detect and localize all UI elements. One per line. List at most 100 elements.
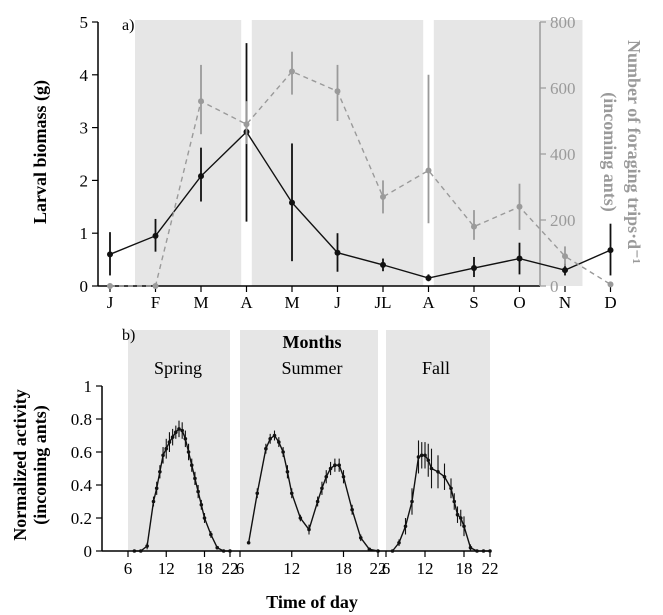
data-point-a-0 [198, 173, 204, 180]
data-point-b-2 [397, 540, 401, 545]
data-point-b-0 [193, 476, 197, 481]
data-point-a-0 [471, 265, 477, 272]
data-point-a-0 [607, 247, 614, 254]
data-point-b-0 [180, 428, 184, 433]
x-tick-label-a: A [240, 293, 253, 312]
x-tick-label-a: N [559, 293, 571, 312]
data-point-b-2 [416, 455, 421, 459]
data-point-b-1 [264, 446, 268, 451]
season-band-b [240, 330, 378, 551]
data-point-b-2 [426, 458, 431, 463]
data-point-a-1 [380, 193, 386, 200]
data-point-a-0 [152, 232, 159, 239]
activity-line-2 [391, 454, 490, 552]
data-point-b-0 [132, 549, 137, 553]
y-axis-label-a: Larval biomass (g) [30, 80, 51, 224]
x-tick-label-b: 18 [335, 559, 352, 578]
x-tick-label-b: 18 [196, 559, 213, 578]
data-point-b-0 [138, 549, 143, 553]
data-point-a-0 [516, 255, 523, 262]
y-axis-label-b-line2: (incoming ants) [30, 405, 51, 525]
data-point-b-1 [277, 440, 281, 444]
panel-b-plot: 00.20.40.60.816 12 18 226 12 18 226 12 18 22 [71, 330, 499, 578]
y-tick-label-b: 0.6 [71, 443, 92, 462]
data-point-b-0 [167, 440, 172, 444]
y-tick-label-a: 4 [80, 66, 89, 85]
data-point-b-1 [341, 474, 346, 479]
data-point-b-1 [298, 516, 303, 520]
data-point-b-2 [452, 499, 457, 504]
data-point-b-1 [358, 536, 363, 540]
y-tick-label-b: 0.8 [71, 410, 92, 429]
data-point-b-1 [272, 433, 277, 438]
x-tick-label-b: 6 [382, 559, 391, 578]
data-point-b-1 [328, 466, 333, 471]
data-point-a-1 [562, 253, 568, 260]
data-point-b-0 [170, 435, 175, 439]
data-point-b-0 [145, 544, 149, 548]
data-point-a-0 [289, 199, 295, 206]
x-tick-label-a: M [193, 293, 208, 312]
data-point-b-2 [419, 453, 424, 458]
y-tick-label-a: 2 [80, 171, 89, 190]
panel-a-plot: 0 1 2 3 4 5 0 200 400 600 800 J F M A M J JL A S O N D [80, 13, 617, 312]
x-tick-label-b: 22 [222, 559, 239, 578]
data-point-b-0 [164, 446, 169, 451]
y2-tick-label-a: 600 [550, 79, 576, 98]
x-tick-label-a: A [422, 293, 435, 312]
data-point-b-1 [367, 547, 372, 552]
x-tick-label-a: M [284, 293, 299, 312]
data-point-b-2 [403, 524, 408, 529]
x-tick-label-b: 18 [456, 559, 473, 578]
activity-line-1 [247, 434, 379, 552]
x-tick-label-a: JL [375, 293, 392, 312]
data-point-b-1 [333, 463, 337, 468]
x-tick-label-a: D [604, 293, 616, 312]
data-point-b-1 [307, 527, 311, 532]
data-point-b-1 [268, 437, 272, 441]
data-point-b-0 [215, 545, 220, 550]
data-point-a-1 [471, 223, 477, 230]
data-point-b-2 [468, 545, 473, 550]
data-point-b-0 [154, 486, 159, 491]
x-tick-label-a: F [151, 293, 160, 312]
y-tick-label-a: 3 [80, 119, 89, 138]
data-point-b-0 [209, 532, 213, 537]
x-tick-label-b: 12 [283, 559, 300, 578]
data-point-b-2 [429, 466, 434, 471]
x-tick-label-b: 12 [158, 559, 175, 578]
y2-tick-label-a: 400 [550, 145, 576, 164]
y-tick-label-a: 0 [80, 277, 89, 296]
data-point-b-2 [481, 549, 486, 553]
panel-b-title: Months [282, 332, 341, 352]
y2-axis-label-a-line2: (incoming ants) [599, 92, 620, 212]
x-axis-label-b: Time of day [266, 592, 358, 612]
y-tick-label-a: 5 [80, 13, 89, 32]
season-band-b [386, 330, 490, 551]
y2-tick-label-a: 800 [550, 13, 576, 32]
data-point-b-0 [158, 470, 162, 474]
y-axis-label-b: Normalized activity [10, 389, 30, 540]
data-point-b-0 [174, 430, 178, 435]
data-point-a-1 [152, 283, 159, 289]
y-tick-label-b: 0.2 [71, 509, 92, 528]
data-point-a-1 [243, 121, 250, 128]
data-point-b-0 [199, 503, 204, 507]
data-point-b-2 [442, 474, 447, 479]
data-point-a-0 [107, 251, 113, 258]
y-tick-label-b: 0 [84, 542, 93, 561]
data-point-b-0 [196, 489, 200, 494]
data-point-b-1 [315, 499, 320, 504]
data-point-b-2 [449, 486, 453, 491]
series-line-a-0 [109, 130, 611, 279]
data-point-b-0 [186, 450, 191, 454]
data-point-b-1 [324, 474, 329, 479]
data-point-b-2 [462, 524, 466, 529]
data-point-b-0 [228, 549, 232, 553]
data-point-b-1 [289, 491, 294, 496]
data-point-b-1 [337, 463, 341, 468]
data-point-b-1 [255, 491, 260, 496]
data-point-b-0 [177, 427, 181, 431]
data-point-b-2 [390, 549, 395, 553]
